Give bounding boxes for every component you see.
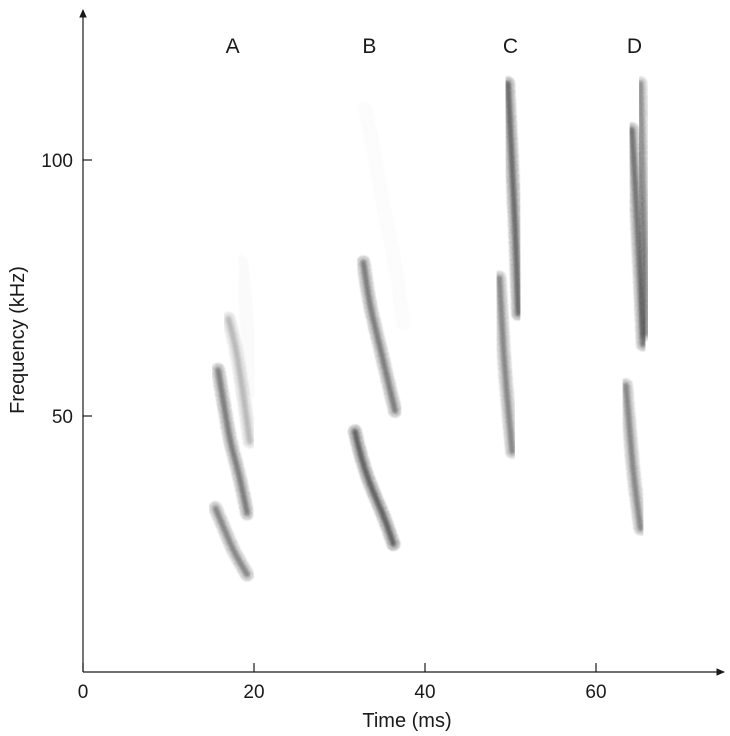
x-tick-label: 20 <box>243 682 264 703</box>
trace-core <box>351 428 397 547</box>
call-d-fundamental <box>618 378 648 536</box>
call-c-harmonic-2 <box>500 76 526 321</box>
trace-core <box>496 274 516 455</box>
call-a-fundamental <box>208 501 255 582</box>
trace-core <box>622 382 644 532</box>
y-tick-label: 100 <box>41 151 73 172</box>
call-labels: A B C D <box>226 35 642 58</box>
axis-ticks: 0 20 40 60 50 100 <box>41 151 606 703</box>
trace-core <box>637 80 650 338</box>
call-b-harmonic-2 <box>356 255 403 418</box>
call-a-harmonic-3 <box>221 311 257 449</box>
y-axis-label: Frequency (kHz) <box>7 266 29 414</box>
call-a-harmonic-2 <box>211 362 255 521</box>
trace-core <box>215 366 251 517</box>
call-c-fundamental <box>492 270 520 459</box>
call-label-a: A <box>226 35 240 58</box>
call-label-c: C <box>503 35 518 58</box>
x-tick-label: 40 <box>414 682 435 703</box>
x-tick-label: 60 <box>585 682 606 703</box>
call-label-b: B <box>362 35 376 58</box>
axes <box>79 9 725 676</box>
call-b-fundamental <box>347 424 401 551</box>
trace-core <box>504 80 522 317</box>
call-d-harmonic-2-upper <box>633 76 654 342</box>
x-axis-label: Time (ms) <box>362 710 451 732</box>
call-label-d: D <box>627 35 642 58</box>
plot-area <box>208 76 654 582</box>
trace-core <box>225 315 253 445</box>
trace-core <box>360 259 399 414</box>
trace-core <box>212 505 251 578</box>
y-tick-label: 50 <box>52 407 73 428</box>
x-tick-label: 0 <box>78 682 89 703</box>
call-a-faint-upper <box>234 255 260 398</box>
trace-halo <box>234 255 260 398</box>
